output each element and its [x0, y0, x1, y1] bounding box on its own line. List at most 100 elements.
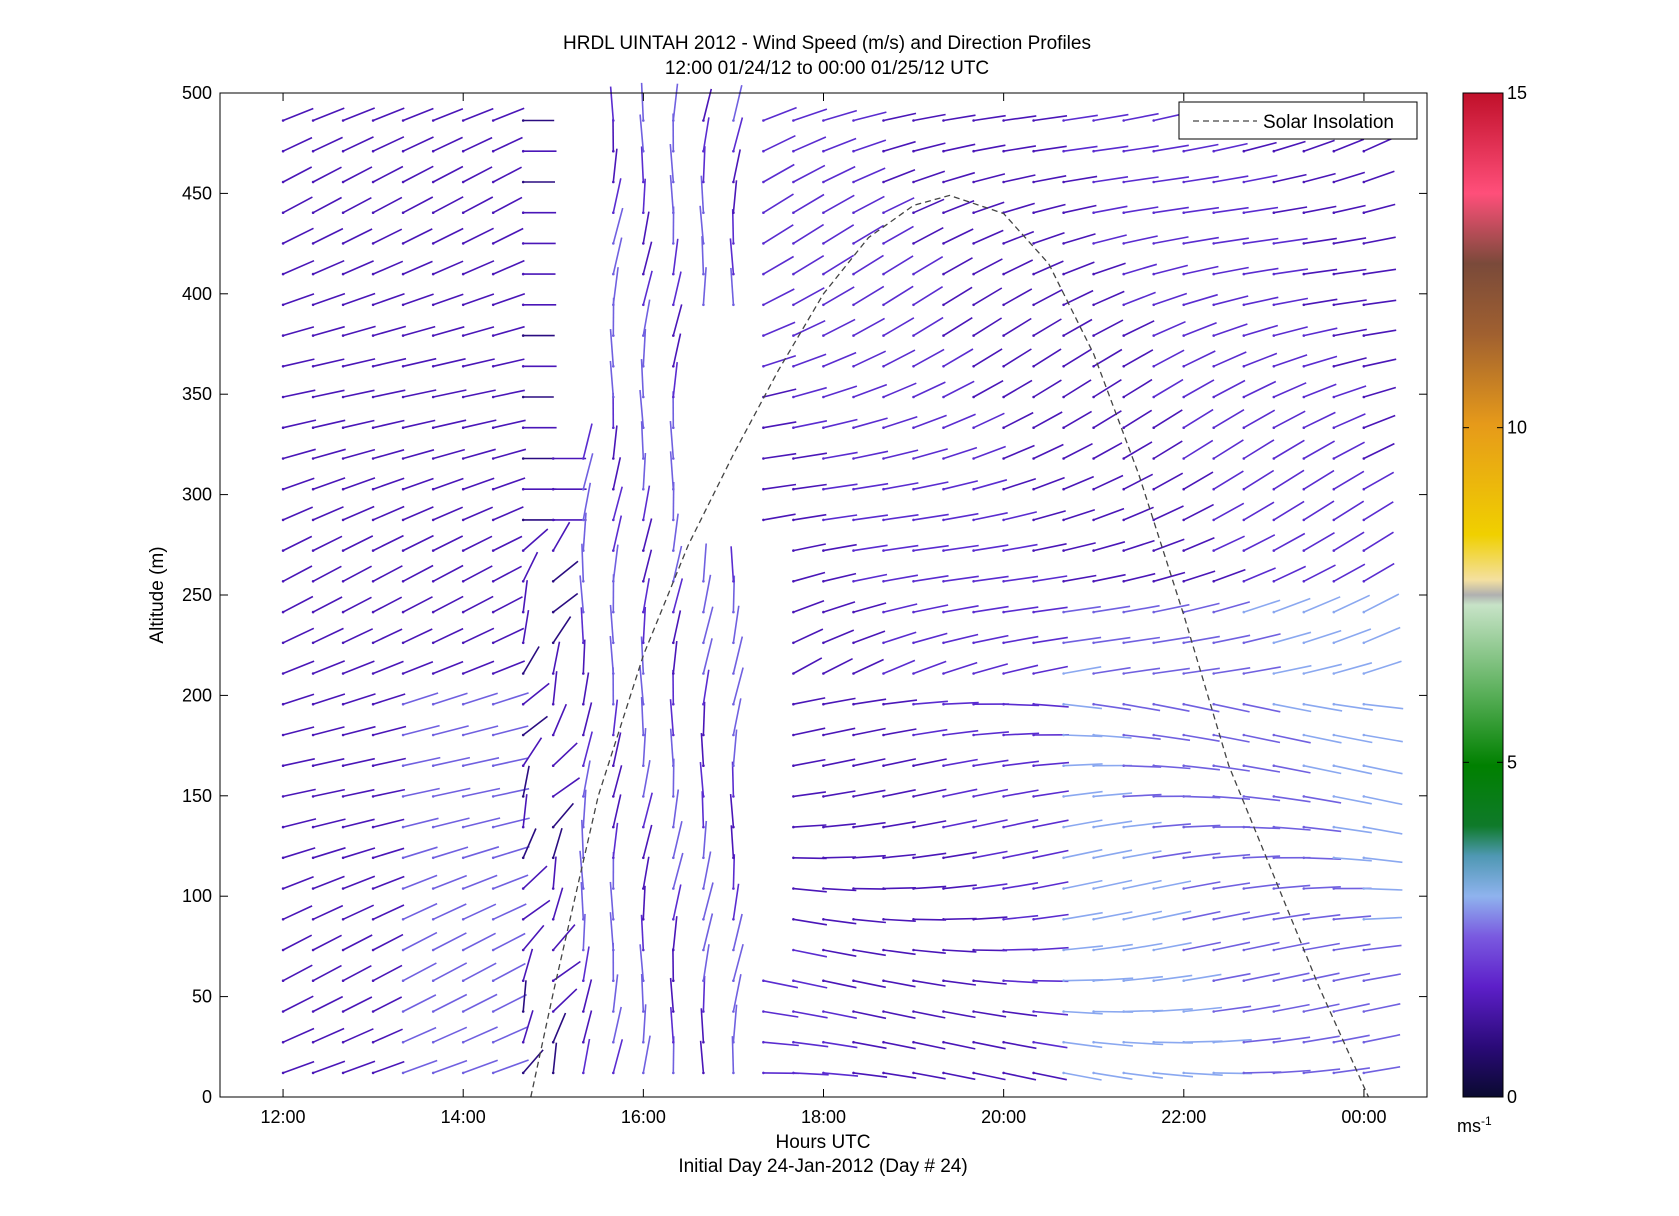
wind-vector-head: [521, 856, 525, 860]
wind-vector-head: [341, 303, 345, 307]
wind-vector: [729, 794, 735, 828]
wind-vector-head: [1212, 580, 1215, 583]
wind-vector: [913, 820, 947, 828]
wind-vector-head: [431, 672, 435, 675]
wind-vector: [1063, 703, 1102, 710]
wind-vector: [730, 267, 735, 305]
wind-vector-head: [672, 180, 675, 184]
wind-vector-head: [582, 764, 585, 767]
wind-vector: [640, 359, 645, 398]
wind-vector-head: [1092, 795, 1095, 798]
wind-vector: [1093, 145, 1129, 152]
wind-vector: [1273, 173, 1307, 183]
wind-vector-head: [612, 180, 615, 184]
wind-vector-head: [612, 948, 615, 952]
wind-vector-head: [792, 641, 795, 645]
wind-vector: [1273, 1036, 1311, 1043]
wind-vector: [672, 641, 678, 674]
wind-vector-head: [1272, 795, 1276, 798]
wind-vector: [462, 903, 497, 921]
wind-vector-head: [281, 764, 285, 767]
wind-vector-head: [1002, 825, 1005, 829]
wind-vector-head: [461, 426, 465, 430]
wind-vector-head: [1362, 733, 1366, 737]
wind-vector: [973, 114, 1006, 122]
wind-vector: [1033, 260, 1064, 275]
wind-vector-head: [1242, 764, 1246, 767]
wind-vector-head: [1212, 242, 1215, 245]
wind-vector: [1363, 764, 1403, 775]
wind-vector-head: [1152, 672, 1155, 675]
wind-vector: [1333, 826, 1372, 834]
wind-vector: [1213, 535, 1245, 552]
wind-vector-head: [642, 1010, 645, 1013]
wind-vector: [1213, 502, 1245, 521]
wind-vector-head: [1152, 641, 1155, 645]
wind-vector-head: [672, 1040, 675, 1044]
wind-vector: [793, 857, 827, 860]
wind-vector: [372, 904, 405, 921]
wind-vector-head: [491, 610, 495, 614]
wind-vector-head: [882, 856, 885, 860]
wind-vector: [883, 168, 916, 183]
wind-vector: [1183, 1072, 1223, 1076]
wind-vector-head: [972, 272, 975, 276]
wind-vector-head: [371, 918, 375, 921]
wind-vector: [582, 789, 587, 828]
wind-vector-head: [341, 487, 345, 491]
wind-vector-head: [431, 948, 435, 952]
wind-vector: [1033, 790, 1069, 798]
wind-vector-head: [311, 211, 315, 214]
wind-vector-head: [431, 149, 435, 153]
wind-vector: [312, 847, 346, 859]
wind-vector-head: [1302, 1040, 1306, 1044]
wind-vector: [372, 136, 405, 152]
wind-vector-head: [852, 119, 855, 122]
wind-vector: [853, 1072, 888, 1078]
wind-vector: [1153, 409, 1183, 429]
wind-vector: [823, 318, 856, 337]
wind-vector: [552, 592, 579, 613]
wind-vector-head: [1092, 395, 1095, 399]
wind-vector: [1273, 972, 1310, 982]
wind-vector: [492, 1059, 529, 1074]
wind-vector-head: [1362, 702, 1366, 706]
wind-vector: [793, 758, 826, 767]
wind-vector-head: [822, 580, 825, 583]
wind-vector: [1303, 734, 1342, 744]
wind-vector: [1213, 667, 1251, 675]
wind-vector: [822, 224, 855, 245]
wind-vector: [913, 1072, 946, 1080]
wind-vector-head: [311, 979, 315, 982]
wind-vector: [973, 412, 1005, 429]
wind-vector-head: [1002, 518, 1005, 522]
wind-vector-head: [311, 426, 315, 430]
wind-vector-head: [1182, 1071, 1185, 1075]
wind-vector: [1333, 328, 1367, 337]
wind-vector-head: [1062, 672, 1065, 675]
wind-vector: [1213, 764, 1250, 772]
wind-vector: [973, 287, 1003, 306]
wind-vector: [582, 946, 590, 981]
wind-vector-head: [852, 180, 855, 184]
wind-vector: [342, 1028, 374, 1043]
wind-vector: [883, 140, 916, 152]
wind-vector-head: [1362, 180, 1366, 184]
wind-vector-head: [792, 795, 795, 798]
wind-vector: [312, 166, 342, 183]
wind-vector: [522, 980, 527, 1012]
wind-vector: [1153, 703, 1190, 712]
wind-vector-head: [702, 149, 705, 153]
wind-vector-head: [461, 1040, 465, 1044]
wind-vector-head: [852, 918, 855, 921]
wind-vector-head: [521, 672, 525, 675]
wind-vector-head: [371, 303, 375, 307]
wind-vector-head: [852, 149, 855, 153]
wind-vector: [1003, 411, 1034, 429]
wind-vector: [702, 88, 713, 121]
wind-vector-head: [792, 303, 795, 307]
wind-vector: [973, 544, 1009, 552]
wind-vector-head: [1362, 457, 1366, 460]
wind-vector-head: [281, 457, 285, 460]
wind-vector: [1243, 941, 1280, 951]
